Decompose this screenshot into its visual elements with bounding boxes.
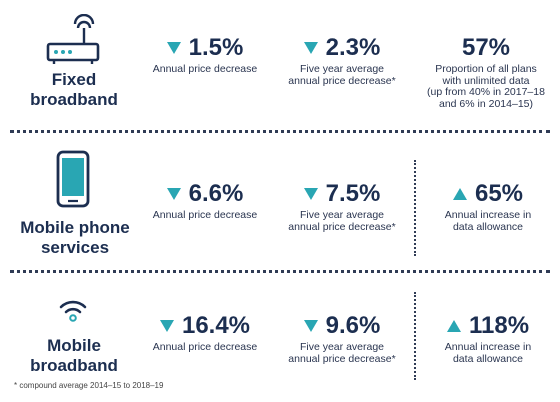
- stat-mobile-broadband-data-allowance: 118% Annual increase in data allowance: [444, 312, 532, 365]
- stat-fixed-five-year: 2.3% Five year average annual price decre…: [288, 34, 396, 87]
- stat-mobile-broadband-five-year: 9.6% Five year average annual price decre…: [288, 312, 396, 365]
- stat-mobile-five-year: 7.5% Five year average annual price decre…: [288, 180, 396, 233]
- column-divider: [414, 292, 416, 380]
- up-arrow-icon: [452, 188, 467, 200]
- mobile-phone-icon: [56, 150, 90, 208]
- stat-fixed-annual-price: 1.5% Annual price decrease: [152, 34, 258, 75]
- down-arrow-icon: [159, 320, 174, 332]
- down-arrow-icon: [166, 42, 181, 54]
- stat-mobile-annual-price: 6.6% Annual price decrease: [152, 180, 258, 221]
- stat-fixed-unlimited-data: 57% Proportion of all plans with unlimit…: [427, 34, 545, 110]
- row-divider: [10, 130, 550, 133]
- category-label-mobile-broadband: Mobile broadband: [30, 336, 118, 375]
- wifi-icon: [59, 300, 87, 322]
- stat-mobile-broadband-annual-price: 16.4% Annual price decrease: [152, 312, 258, 353]
- category-label-mobile-phone-services: Mobile phone services: [20, 218, 130, 257]
- router-icon: [46, 14, 100, 64]
- footnote: * compound average 2014–15 to 2018–19: [14, 381, 164, 390]
- stat-mobile-data-allowance: 65% Annual increase in data allowance: [444, 180, 532, 233]
- column-divider: [414, 160, 416, 256]
- category-label-fixed-broadband: Fixed broadband: [30, 70, 118, 109]
- down-arrow-icon: [303, 320, 318, 332]
- up-arrow-icon: [446, 320, 461, 332]
- down-arrow-icon: [166, 188, 181, 200]
- down-arrow-icon: [303, 188, 318, 200]
- down-arrow-icon: [303, 42, 318, 54]
- row-divider: [10, 270, 550, 273]
